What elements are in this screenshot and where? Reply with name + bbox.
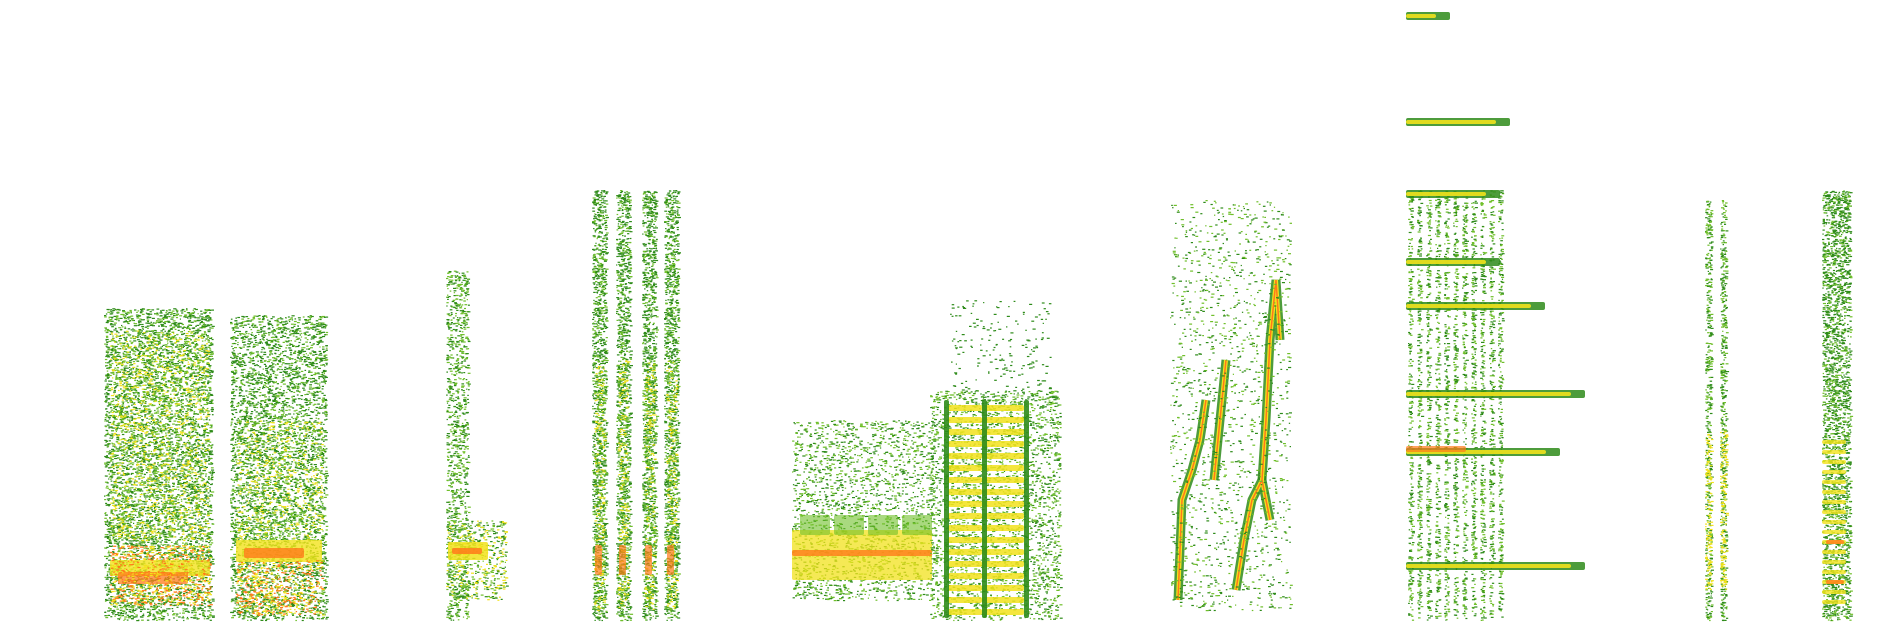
sonogram-ladder xyxy=(792,300,1063,622)
sonogram-tall-stack xyxy=(1822,190,1854,622)
sonogram-block-a xyxy=(104,308,215,622)
sonogram-sweeps xyxy=(1170,200,1293,612)
sonogram-stripes xyxy=(592,190,682,622)
sonogram-thin-pair xyxy=(1705,200,1730,622)
sonogram-block-b xyxy=(230,315,329,622)
sonogram-spike xyxy=(446,270,509,621)
sonogram-harmonic-comb xyxy=(1406,12,1585,621)
